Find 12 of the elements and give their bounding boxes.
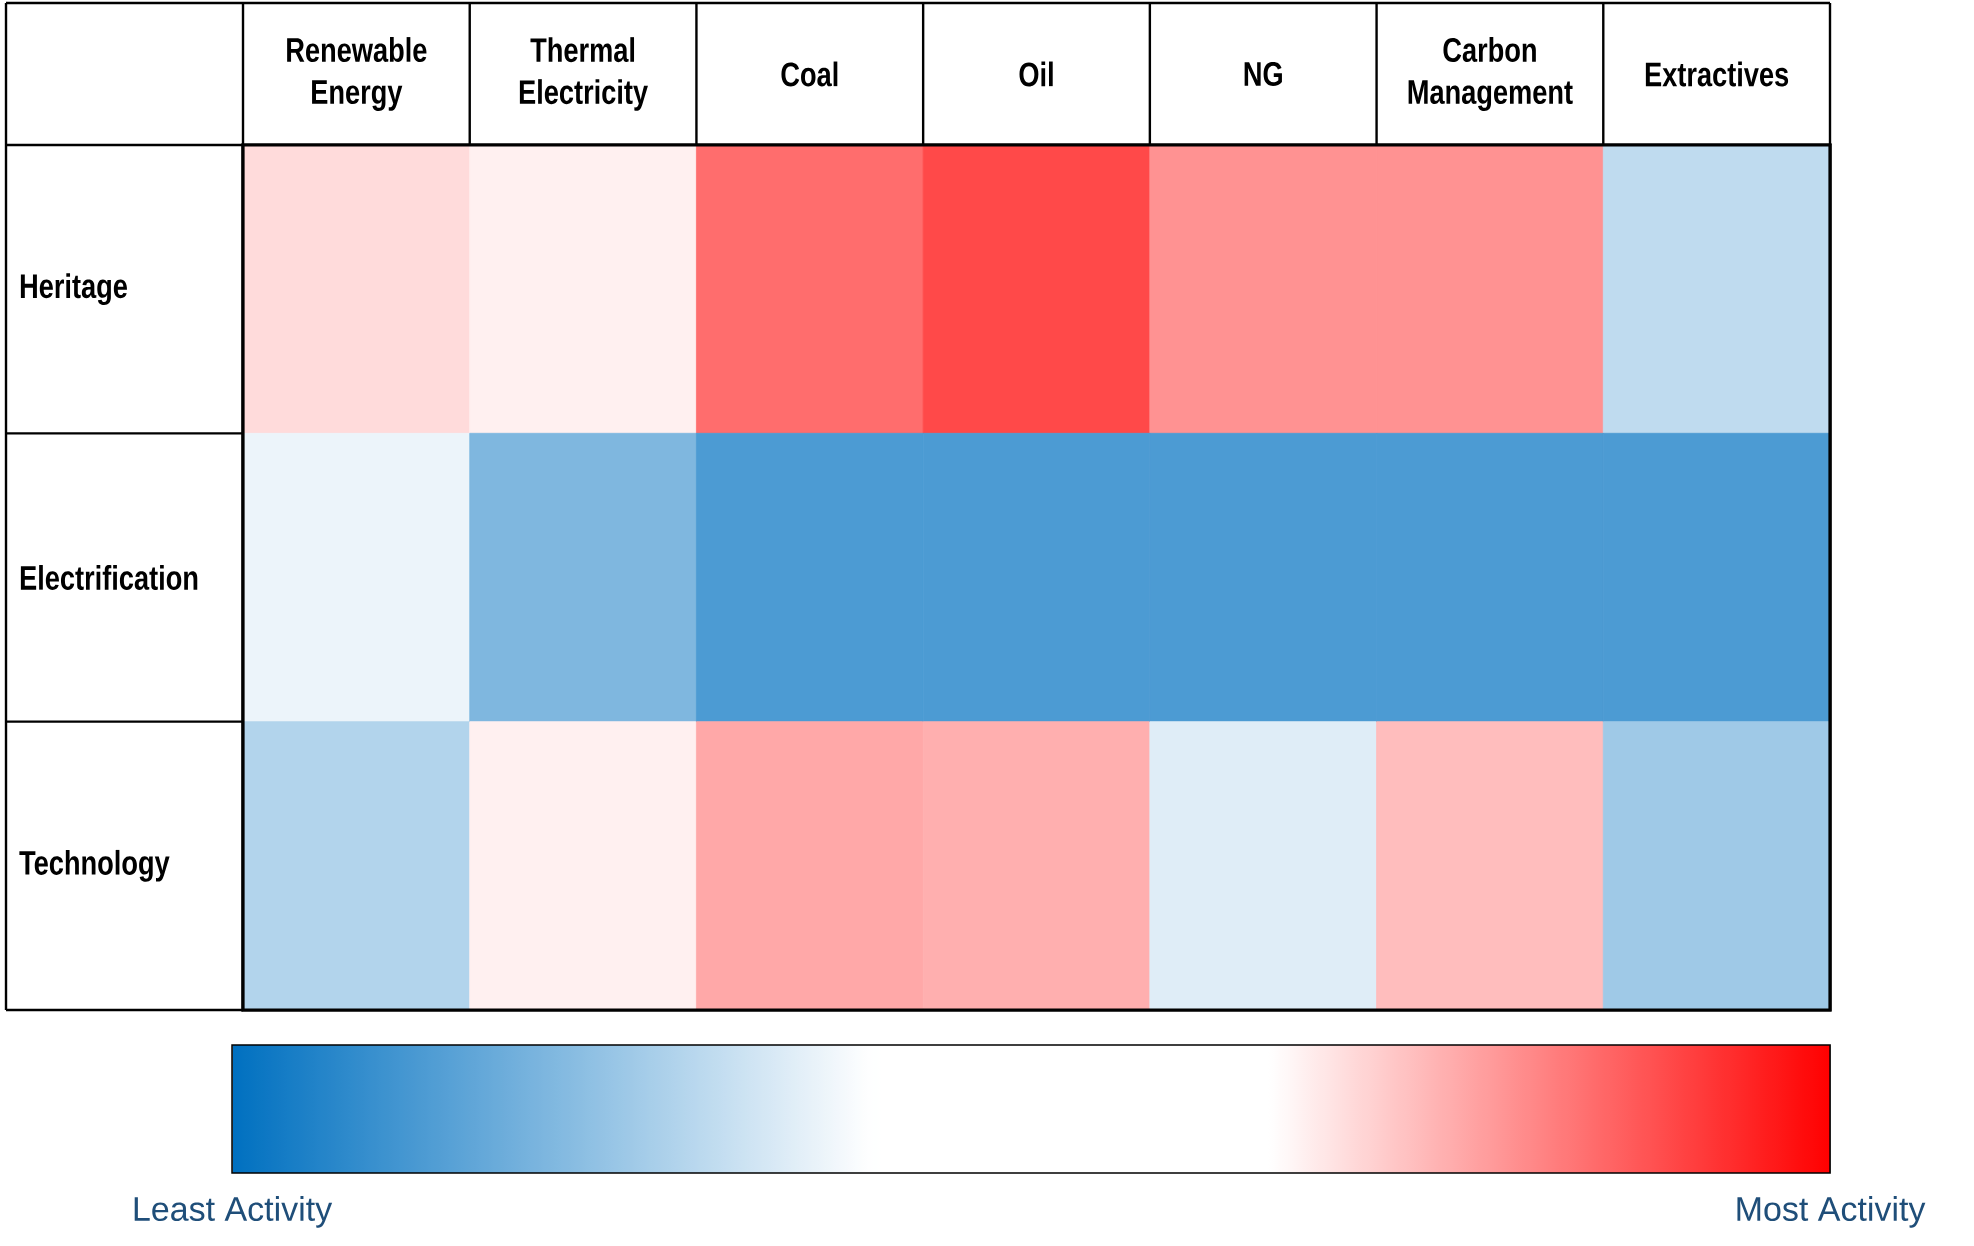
y-tick-label: Technology	[19, 849, 170, 882]
y-tick-label: Heritage	[20, 273, 127, 306]
color-bar-label: Least Activity	[134, 1196, 333, 1228]
y-tick-label: Electrification	[20, 565, 198, 590]
x-tick-label: Carbon Management	[1408, 37, 1573, 111]
x-tick-label: Renewable Energy	[287, 37, 427, 111]
x-tick-label: Extractives	[1645, 61, 1789, 87]
x-tick-label: Thermal Electricity	[519, 37, 648, 111]
x-tick-label: Coal	[781, 61, 838, 87]
x-tick-label: Oil	[1019, 61, 1053, 87]
color-bar-label: Most Activity	[1737, 1196, 1926, 1228]
x-tick-label: NG	[1244, 61, 1282, 87]
